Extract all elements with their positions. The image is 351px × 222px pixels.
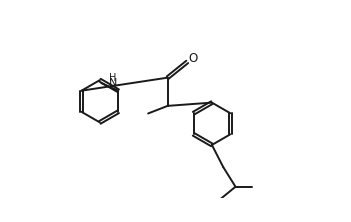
Text: H: H bbox=[110, 73, 117, 83]
Text: N: N bbox=[109, 78, 117, 88]
Text: O: O bbox=[188, 52, 198, 65]
